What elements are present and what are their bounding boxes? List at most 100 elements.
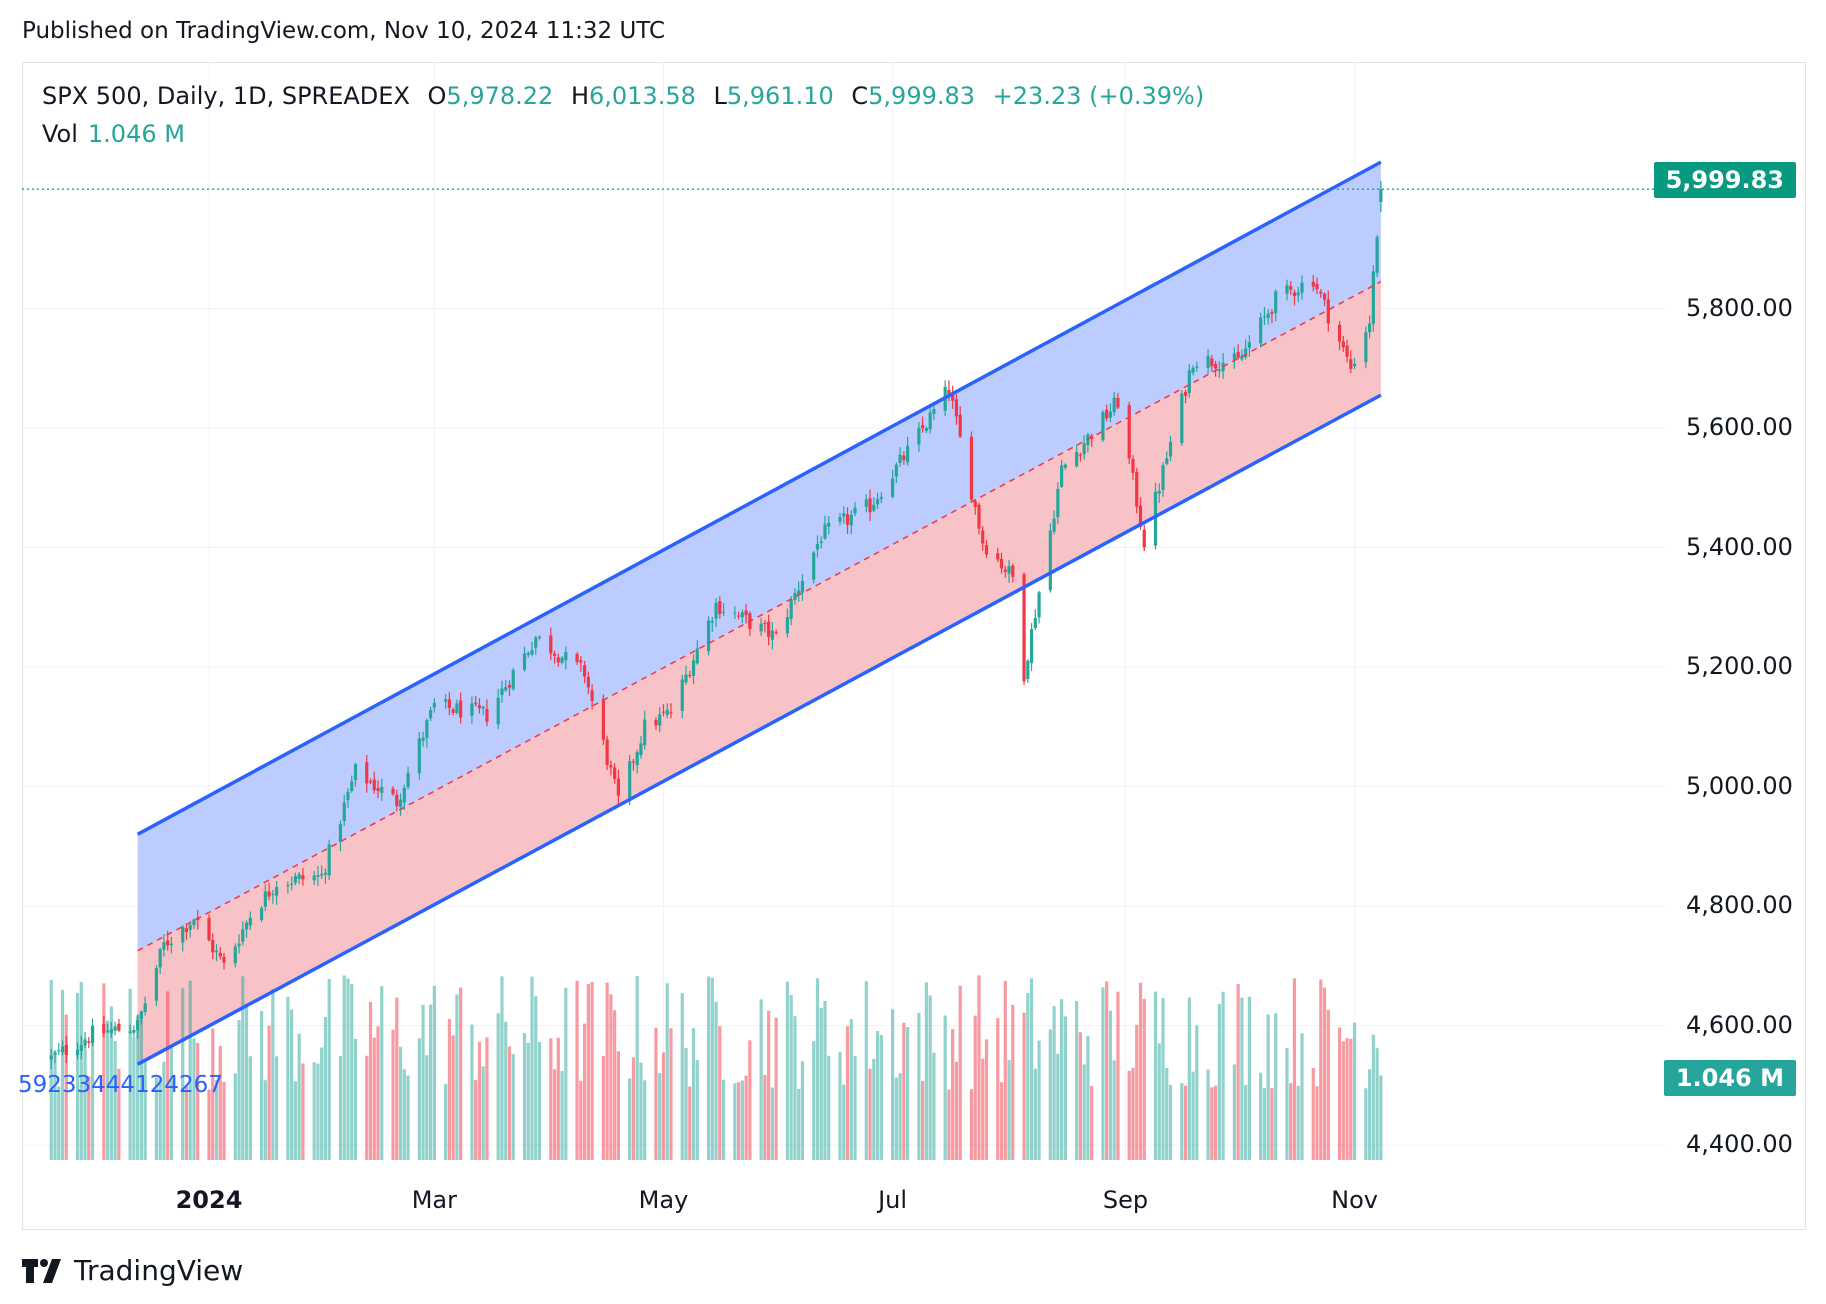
tradingview-logo[interactable]: TradingView: [22, 1254, 243, 1287]
candle-body: [744, 610, 748, 616]
candle-body: [616, 778, 621, 796]
volume-bar: [1168, 1084, 1173, 1160]
chart-frame: [22, 62, 1806, 1230]
candle-body: [113, 1026, 117, 1031]
candle-body: [864, 499, 868, 507]
candle-body: [1153, 491, 1158, 546]
volume-bar: [744, 1075, 748, 1160]
candle-body: [271, 894, 275, 896]
volume-bar: [293, 1081, 297, 1160]
candle-body: [590, 690, 594, 701]
candle-body: [661, 711, 666, 713]
lower-channel-line: [136, 393, 1382, 1066]
candle-body: [1161, 465, 1165, 491]
candle-body: [481, 706, 485, 709]
candle-body: [665, 709, 669, 715]
volume-bar: [207, 1089, 211, 1160]
volume-bar: [1037, 1040, 1041, 1160]
volume-bar: [64, 1014, 68, 1160]
volume-bar: [323, 1016, 328, 1160]
candle-body: [815, 544, 820, 550]
candle-body: [425, 720, 429, 739]
volume-bar: [1191, 1071, 1195, 1160]
candle-body: [102, 1023, 106, 1034]
volume-bar: [60, 989, 65, 1160]
volume-bar: [1078, 1032, 1082, 1160]
volume-bar: [1029, 978, 1034, 1160]
volume-bar: [868, 1068, 872, 1160]
volume-bar: [999, 1082, 1004, 1160]
volume-bar: [398, 1046, 403, 1160]
candle-body: [774, 631, 778, 633]
volume-bar: [661, 1052, 666, 1160]
candle-body: [1131, 458, 1135, 473]
candle-body: [1138, 505, 1143, 527]
candle-body: [60, 1046, 65, 1053]
volume-bar: [564, 987, 568, 1160]
volume-bar: [736, 1082, 741, 1160]
volume-bar: [365, 1055, 369, 1160]
volume-bar: [654, 1027, 658, 1160]
candle-body: [248, 917, 252, 926]
volume-bar: [188, 980, 192, 1160]
volume-overlay-text: 59233444124267: [18, 1072, 223, 1098]
candle-body: [1056, 488, 1060, 518]
candle-body: [402, 787, 406, 803]
candle-body: [819, 541, 823, 544]
volume-bar: [556, 1037, 560, 1160]
volume-bar: [143, 1060, 147, 1160]
candle-body: [785, 617, 790, 634]
volume-bar: [1206, 1069, 1210, 1160]
volume-bar: [1033, 1068, 1037, 1160]
volume-bar: [1296, 1085, 1300, 1160]
candle-body: [1375, 237, 1379, 273]
candle-body: [1048, 530, 1052, 591]
volume-bar: [90, 1025, 95, 1160]
candle-body: [365, 762, 369, 784]
volume-bar: [1161, 998, 1165, 1160]
candle-body: [451, 709, 455, 713]
volume-bar: [259, 1011, 264, 1160]
volume-bar: [1371, 1034, 1375, 1160]
candle-body: [736, 615, 741, 617]
volume-bar: [338, 1056, 343, 1160]
volume-bar: [943, 1015, 947, 1160]
volume-bar: [368, 1001, 373, 1160]
candle-body: [1292, 292, 1297, 297]
volume-bar: [395, 997, 399, 1160]
candle-body: [312, 875, 316, 881]
volume-bar: [346, 978, 350, 1160]
candle-body: [1289, 286, 1293, 290]
volume-bar: [797, 1089, 801, 1160]
candle-body: [759, 623, 763, 632]
volume-bar: [417, 1038, 421, 1160]
candle-body: [109, 1029, 113, 1034]
volume-bar: [316, 1063, 320, 1160]
regression-channel: [137, 162, 1381, 1065]
candle-body: [981, 530, 985, 544]
candle-body: [984, 545, 989, 555]
candle-body: [376, 787, 380, 792]
lower-channel-fill: [137, 281, 1381, 1065]
volume-bar: [845, 1026, 850, 1160]
volume-bar: [665, 983, 669, 1160]
volume-bar: [609, 994, 613, 1160]
volume-bar: [184, 1086, 189, 1160]
candle-body: [267, 891, 271, 897]
volume-bar: [87, 1076, 91, 1160]
candle-body: [823, 524, 827, 539]
candle-body: [346, 791, 350, 801]
volume-bar: [714, 1001, 718, 1160]
candle-body: [293, 876, 297, 883]
price-tick-label: 5,400.00: [1686, 532, 1793, 561]
candle-body: [320, 874, 324, 876]
candle-body: [1180, 393, 1184, 444]
volume-bar: [1364, 1088, 1368, 1160]
candle-body: [1210, 358, 1214, 367]
volume-bar: [275, 1056, 279, 1160]
volume-bar: [680, 993, 684, 1160]
channel-lines: [22, 160, 1666, 1066]
candle-body: [353, 764, 358, 780]
volume-bar: [1217, 1003, 1221, 1160]
